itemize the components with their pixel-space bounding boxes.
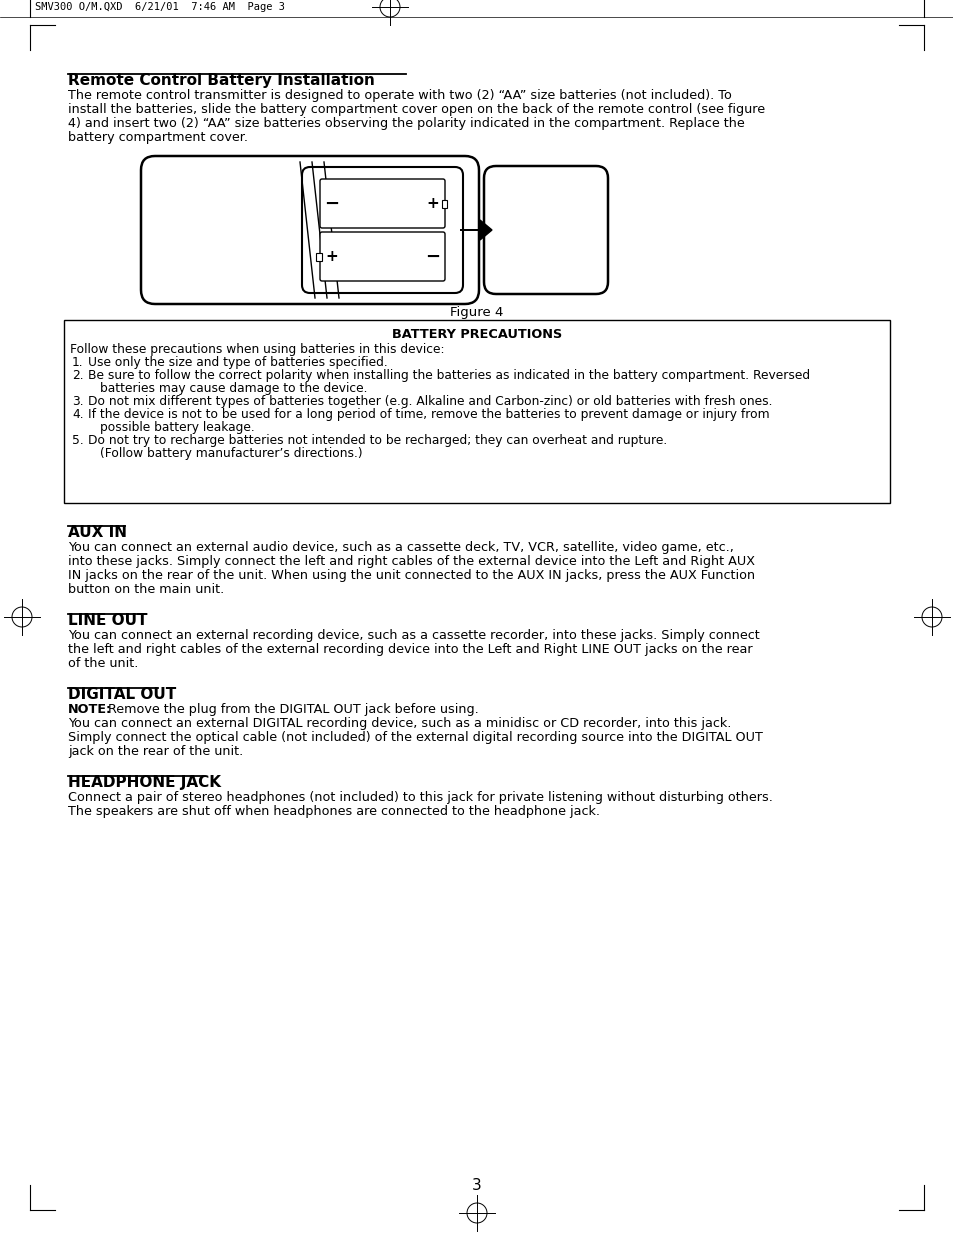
Text: Remove the plug from the DIGITAL OUT jack before using.: Remove the plug from the DIGITAL OUT jac… bbox=[104, 703, 478, 716]
Text: (Follow battery manufacturer’s directions.): (Follow battery manufacturer’s direction… bbox=[100, 447, 362, 459]
Text: 4.: 4. bbox=[71, 408, 84, 421]
Text: jack on the rear of the unit.: jack on the rear of the unit. bbox=[68, 745, 243, 758]
Text: DIGITAL OUT: DIGITAL OUT bbox=[68, 687, 176, 701]
Text: Remote Control Battery Installation: Remote Control Battery Installation bbox=[68, 73, 375, 88]
Text: You can connect an external audio device, such as a cassette deck, TV, VCR, sate: You can connect an external audio device… bbox=[68, 541, 733, 555]
Text: 2.: 2. bbox=[71, 369, 84, 382]
Text: −: − bbox=[425, 247, 440, 266]
Text: −: − bbox=[324, 194, 339, 212]
Text: You can connect an external DIGITAL recording device, such as a minidisc or CD r: You can connect an external DIGITAL reco… bbox=[68, 718, 731, 730]
Text: Figure 4: Figure 4 bbox=[450, 306, 503, 319]
FancyBboxPatch shape bbox=[141, 156, 478, 304]
FancyBboxPatch shape bbox=[441, 200, 447, 207]
Text: 3.: 3. bbox=[71, 395, 84, 408]
Text: Connect a pair of stereo headphones (not included) to this jack for private list: Connect a pair of stereo headphones (not… bbox=[68, 790, 772, 804]
Text: SMV300 O/M.QXD  6/21/01  7:46 AM  Page 3: SMV300 O/M.QXD 6/21/01 7:46 AM Page 3 bbox=[35, 2, 285, 12]
FancyBboxPatch shape bbox=[319, 179, 444, 228]
Text: Simply connect the optical cable (not included) of the external digital recordin: Simply connect the optical cable (not in… bbox=[68, 731, 762, 743]
Text: possible battery leakage.: possible battery leakage. bbox=[100, 421, 254, 433]
Text: AUX IN: AUX IN bbox=[68, 525, 127, 540]
Text: Be sure to follow the correct polarity when installing the batteries as indicate: Be sure to follow the correct polarity w… bbox=[88, 369, 809, 382]
FancyBboxPatch shape bbox=[483, 165, 607, 294]
Text: 3: 3 bbox=[472, 1177, 481, 1193]
Text: battery compartment cover.: battery compartment cover. bbox=[68, 131, 248, 144]
Text: of the unit.: of the unit. bbox=[68, 657, 138, 671]
Text: Follow these precautions when using batteries in this device:: Follow these precautions when using batt… bbox=[70, 343, 444, 356]
Text: HEADPHONE JACK: HEADPHONE JACK bbox=[68, 776, 221, 790]
Text: 1.: 1. bbox=[71, 356, 84, 369]
FancyBboxPatch shape bbox=[64, 320, 889, 503]
Text: into these jacks. Simply connect the left and right cables of the external devic: into these jacks. Simply connect the lef… bbox=[68, 555, 754, 568]
Text: The remote control transmitter is designed to operate with two (2) “AA” size bat: The remote control transmitter is design… bbox=[68, 89, 731, 103]
Text: +: + bbox=[325, 249, 338, 264]
Text: button on the main unit.: button on the main unit. bbox=[68, 583, 224, 597]
FancyBboxPatch shape bbox=[319, 232, 444, 282]
Polygon shape bbox=[459, 220, 492, 240]
Text: +: + bbox=[426, 196, 439, 211]
Text: 4) and insert two (2) “AA” size batteries observing the polarity indicated in th: 4) and insert two (2) “AA” size batterie… bbox=[68, 117, 744, 130]
Text: NOTE:: NOTE: bbox=[68, 703, 112, 716]
Text: 5.: 5. bbox=[71, 433, 84, 447]
Text: BATTERY PRECAUTIONS: BATTERY PRECAUTIONS bbox=[392, 329, 561, 341]
Text: You can connect an external recording device, such as a cassette recorder, into : You can connect an external recording de… bbox=[68, 629, 759, 642]
Text: Do not mix different types of batteries together (e.g. Alkaline and Carbon-zinc): Do not mix different types of batteries … bbox=[88, 395, 772, 408]
Text: LINE OUT: LINE OUT bbox=[68, 613, 148, 629]
FancyBboxPatch shape bbox=[315, 253, 322, 261]
Text: If the device is not to be used for a long period of time, remove the batteries : If the device is not to be used for a lo… bbox=[88, 408, 769, 421]
FancyBboxPatch shape bbox=[302, 167, 462, 293]
Text: The speakers are shut off when headphones are connected to the headphone jack.: The speakers are shut off when headphone… bbox=[68, 805, 599, 818]
Text: IN jacks on the rear of the unit. When using the unit connected to the AUX IN ja: IN jacks on the rear of the unit. When u… bbox=[68, 569, 755, 582]
Text: install the batteries, slide the battery compartment cover open on the back of t: install the batteries, slide the battery… bbox=[68, 103, 764, 116]
Text: Use only the size and type of batteries specified.: Use only the size and type of batteries … bbox=[88, 356, 387, 369]
Text: batteries may cause damage to the device.: batteries may cause damage to the device… bbox=[100, 382, 367, 395]
Text: the left and right cables of the external recording device into the Left and Rig: the left and right cables of the externa… bbox=[68, 643, 752, 656]
Text: Do not try to recharge batteries not intended to be recharged; they can overheat: Do not try to recharge batteries not int… bbox=[88, 433, 666, 447]
